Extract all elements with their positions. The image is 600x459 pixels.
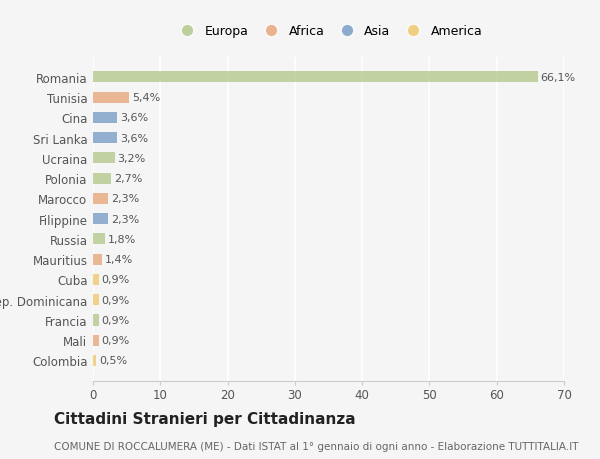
- Bar: [93, 92, 130, 103]
- Bar: [93, 193, 109, 205]
- Bar: [93, 173, 111, 185]
- Text: 0,9%: 0,9%: [102, 315, 130, 325]
- Text: 66,1%: 66,1%: [541, 73, 575, 83]
- Legend: Europa, Africa, Asia, America: Europa, Africa, Asia, America: [171, 22, 486, 42]
- Text: 2,3%: 2,3%: [111, 214, 139, 224]
- Bar: [93, 213, 109, 225]
- Text: 0,9%: 0,9%: [102, 275, 130, 285]
- Text: COMUNE DI ROCCALUMERA (ME) - Dati ISTAT al 1° gennaio di ogni anno - Elaborazion: COMUNE DI ROCCALUMERA (ME) - Dati ISTAT …: [54, 441, 578, 451]
- Bar: [93, 274, 99, 285]
- Text: 3,6%: 3,6%: [120, 133, 148, 143]
- Text: 2,7%: 2,7%: [114, 174, 142, 184]
- Bar: [93, 234, 105, 245]
- Bar: [93, 112, 117, 123]
- Bar: [93, 72, 538, 83]
- Text: 0,5%: 0,5%: [99, 356, 127, 366]
- Text: 1,4%: 1,4%: [105, 255, 133, 264]
- Text: 3,2%: 3,2%: [117, 153, 145, 163]
- Bar: [93, 295, 99, 306]
- Text: Cittadini Stranieri per Cittadinanza: Cittadini Stranieri per Cittadinanza: [54, 411, 356, 426]
- Bar: [93, 355, 97, 366]
- Text: 0,9%: 0,9%: [102, 295, 130, 305]
- Text: 3,6%: 3,6%: [120, 113, 148, 123]
- Bar: [93, 254, 103, 265]
- Bar: [93, 153, 115, 164]
- Text: 1,8%: 1,8%: [108, 235, 136, 244]
- Text: 0,9%: 0,9%: [102, 336, 130, 346]
- Text: 2,3%: 2,3%: [111, 194, 139, 204]
- Bar: [93, 315, 99, 326]
- Bar: [93, 133, 117, 144]
- Text: 5,4%: 5,4%: [132, 93, 160, 103]
- Bar: [93, 335, 99, 346]
